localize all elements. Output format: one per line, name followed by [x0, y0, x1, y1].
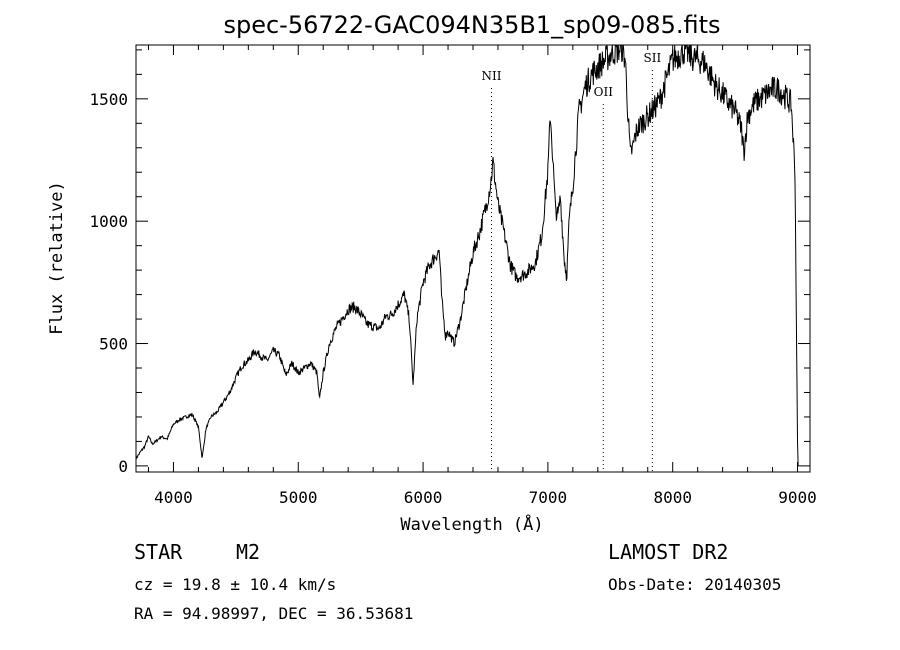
line-label-nii: NII — [481, 69, 501, 83]
x-tick-label: 6000 — [404, 488, 443, 507]
y-tick-label: 1000 — [89, 212, 128, 231]
x-tick-label: 5000 — [279, 488, 318, 507]
axis-ticks: 4000 5000 6000 7000 8000 9000 0 500 1000 1500 — [89, 45, 817, 507]
observation-date: Obs-Date: 20140305 — [608, 575, 782, 594]
x-tick-label: 8000 — [653, 488, 692, 507]
x-tick-label: 9000 — [778, 488, 817, 507]
survey-name: LAMOST DR2 — [608, 540, 729, 564]
x-tick-label: 7000 — [529, 488, 568, 507]
chart-title: spec-56722-GAC094N35B1_sp09-085.fits — [223, 11, 720, 39]
x-tick-label: 4000 — [154, 488, 193, 507]
emission-line-markers: NII OII SII — [481, 51, 661, 472]
y-axis-label: Flux (relative) — [47, 181, 67, 335]
x-axis-label: Wavelength (Å) — [400, 513, 543, 535]
y-tick-label: 500 — [99, 335, 128, 354]
y-tick-label: 1500 — [89, 90, 128, 109]
line-label-oii: OII — [594, 85, 614, 99]
spectrum-series-line — [135, 44, 799, 466]
object-type: STAR — [134, 540, 183, 564]
y-tick-label: 0 — [118, 457, 128, 476]
line-label-sii: SII — [644, 51, 662, 65]
coordinates-info: RA = 94.98997, DEC = 36.53681 — [134, 604, 414, 623]
object-subclass: M2 — [236, 540, 261, 564]
redshift-info: cz = 19.8 ± 10.4 km/s — [134, 575, 337, 594]
